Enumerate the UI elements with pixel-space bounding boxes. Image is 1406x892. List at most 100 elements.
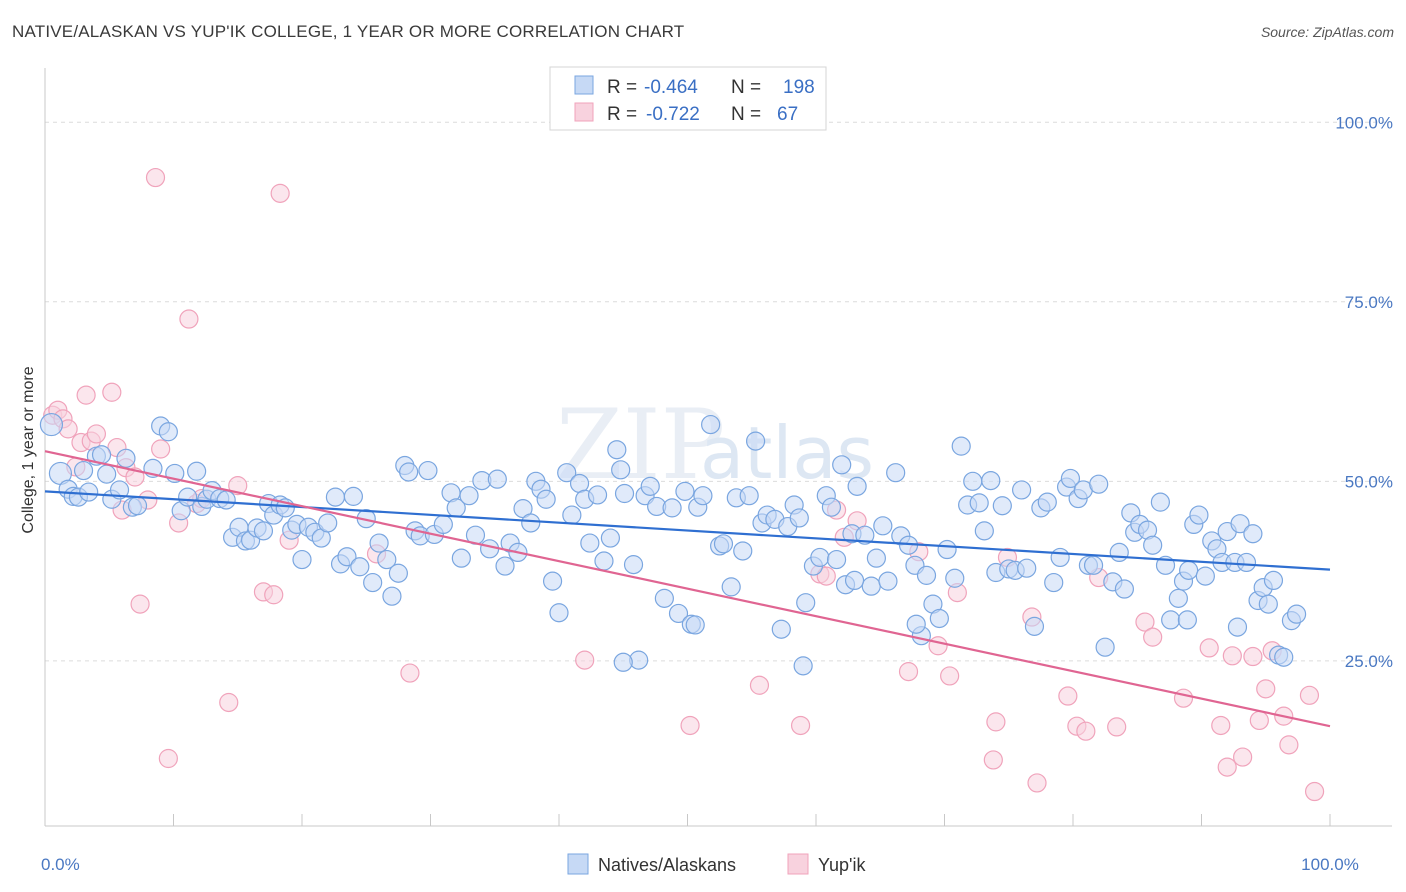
natives-point xyxy=(1179,560,1199,580)
natives-point xyxy=(668,603,689,624)
tick-labels: 25.0% 50.0% 75.0% 100.0% 0.0% 100.0% xyxy=(41,113,1393,874)
watermark: ZIP atlas xyxy=(556,389,874,501)
natives-point xyxy=(318,513,338,533)
natives-trend-line xyxy=(44,490,1331,571)
natives-point xyxy=(487,469,507,489)
y-tick-label-0: 25.0% xyxy=(1345,652,1393,671)
natives-point xyxy=(557,463,577,483)
yupik-point xyxy=(145,167,166,188)
watermark-atlas: atlas xyxy=(700,411,874,495)
yupik-point xyxy=(1027,773,1047,793)
natives-point xyxy=(600,528,621,548)
natives-point xyxy=(1017,558,1037,578)
natives-point xyxy=(549,603,569,623)
axes xyxy=(44,68,1392,827)
yupik-point xyxy=(1199,638,1219,658)
natives-point xyxy=(178,487,198,507)
natives-point xyxy=(580,533,600,553)
yupik-point xyxy=(1249,710,1269,731)
natives-point xyxy=(1083,555,1104,575)
natives-point xyxy=(1230,514,1250,534)
natives-point xyxy=(713,534,734,554)
yupik-point xyxy=(1173,688,1194,708)
natives-point xyxy=(79,482,99,502)
natives-point xyxy=(662,498,682,518)
yupik-point xyxy=(1256,679,1276,699)
natives-point xyxy=(1286,604,1307,624)
natives-point xyxy=(771,619,791,639)
natives-point xyxy=(382,586,402,606)
yupik-point xyxy=(179,309,199,329)
legend-swatch-natives xyxy=(574,75,594,95)
grid-lines xyxy=(45,121,1392,662)
natives-point xyxy=(39,412,64,437)
natives-point xyxy=(969,493,989,513)
natives-point xyxy=(1037,492,1057,512)
natives-point xyxy=(1089,474,1109,494)
natives-point xyxy=(951,436,971,456)
chart-title: NATIVE/ALASKAN VS YUP'IK COLLEGE, 1 YEAR… xyxy=(12,22,685,41)
natives-point xyxy=(1189,505,1209,525)
natives-point xyxy=(1243,524,1263,544)
natives-point xyxy=(844,570,865,591)
y-tick-label-3: 100.0% xyxy=(1335,113,1393,132)
natives-point xyxy=(866,548,886,568)
natives-point xyxy=(536,489,556,509)
natives-point xyxy=(1258,594,1278,614)
natives-point xyxy=(873,516,893,536)
bottom-legend-swatch-yupik xyxy=(787,853,809,875)
natives-point xyxy=(929,608,949,629)
yupik-point xyxy=(898,662,919,682)
natives-point xyxy=(861,576,881,596)
yupik-point xyxy=(680,715,700,736)
natives-point xyxy=(796,593,816,613)
natives-point xyxy=(97,464,117,484)
natives-point xyxy=(1109,542,1129,563)
trend-lines xyxy=(44,450,1331,728)
yupik-point xyxy=(1107,717,1127,737)
natives-point xyxy=(611,460,631,480)
yupik-point xyxy=(986,712,1006,732)
natives-point xyxy=(878,571,898,591)
legend-r-label-natives: R = xyxy=(607,77,637,98)
natives-point xyxy=(1236,552,1257,573)
series-natives-points xyxy=(39,412,1307,676)
yupik-point xyxy=(102,382,122,402)
natives-point xyxy=(1011,480,1032,500)
yupik-point xyxy=(1143,627,1163,647)
natives-point xyxy=(433,514,453,535)
yupik-point xyxy=(400,663,420,683)
natives-point xyxy=(1177,610,1197,630)
legend-r-value-yupik: -0.722 xyxy=(646,104,700,125)
yupik-point xyxy=(130,594,150,614)
legend-n-label-yupik: N = xyxy=(731,104,761,125)
natives-point xyxy=(1114,579,1135,599)
yupik-point xyxy=(940,666,960,686)
natives-point xyxy=(614,483,635,504)
yupik-point xyxy=(219,692,239,713)
natives-point xyxy=(937,539,957,560)
natives-point xyxy=(1024,616,1045,636)
legend-n-value-yupik: 67 xyxy=(777,104,798,125)
natives-point xyxy=(640,476,660,496)
natives-point xyxy=(675,481,695,501)
natives-point xyxy=(1095,637,1115,657)
natives-point xyxy=(855,525,875,545)
yupik-point xyxy=(816,566,836,586)
natives-point xyxy=(216,490,236,510)
natives-point xyxy=(623,555,644,575)
natives-point xyxy=(1274,647,1294,667)
natives-point xyxy=(693,486,713,506)
legend-frame xyxy=(549,66,827,131)
yupik-point xyxy=(1299,685,1320,705)
natives-point xyxy=(981,470,1001,491)
natives-point xyxy=(377,549,397,570)
natives-point xyxy=(399,462,419,482)
x-tick-label-1: 100.0% xyxy=(1301,855,1359,874)
natives-point xyxy=(733,541,753,561)
natives-point xyxy=(594,551,614,571)
natives-point xyxy=(789,508,809,528)
yupik-point xyxy=(928,636,948,656)
legend-r-label-yupik: R = xyxy=(607,104,637,125)
